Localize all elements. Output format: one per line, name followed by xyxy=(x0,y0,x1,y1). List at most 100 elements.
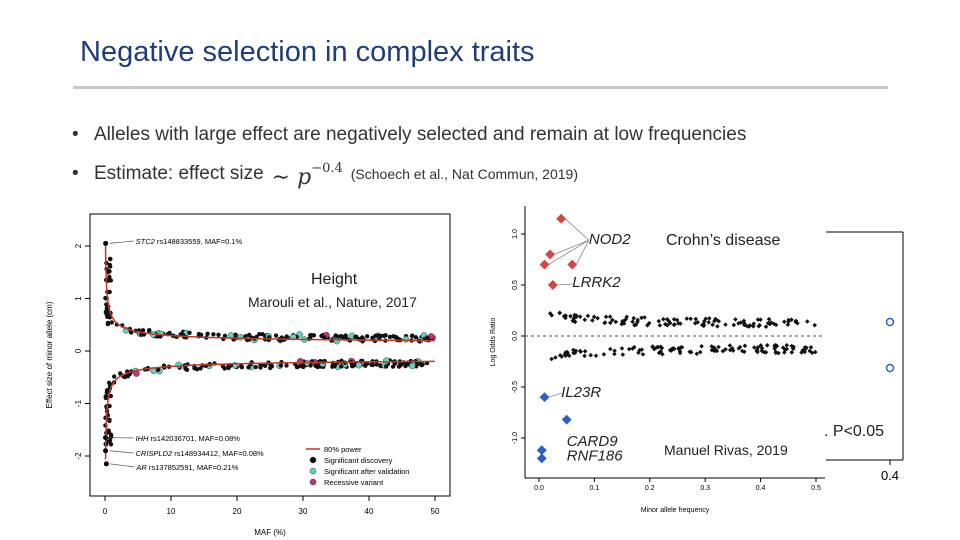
y-tick-label: 1 xyxy=(74,296,83,301)
discovery-point xyxy=(103,309,108,315)
discovery-point xyxy=(108,256,113,262)
discovery-point xyxy=(109,320,114,325)
title-divider xyxy=(73,86,888,89)
variant-point xyxy=(593,353,599,358)
discovery-point xyxy=(370,362,376,368)
annotation-gene: CRISPLD2 xyxy=(136,449,174,458)
variant-point xyxy=(755,349,760,355)
x-tick-label: 0.5 xyxy=(811,485,821,492)
crohn-x-label: Minor allele frequency xyxy=(641,507,710,514)
discovery-point xyxy=(384,364,389,369)
variant-point xyxy=(723,322,728,327)
discovery-point xyxy=(284,334,289,339)
discovery-point xyxy=(354,334,359,340)
discovery-point xyxy=(363,363,368,368)
discovery-point xyxy=(192,366,197,371)
annotation-arrow xyxy=(109,450,134,454)
recessive-point xyxy=(296,358,304,365)
discovery-point xyxy=(107,274,112,280)
variant-point xyxy=(755,317,761,322)
discovery-point xyxy=(239,365,245,370)
annotation-arrow xyxy=(110,463,135,468)
discovery-point xyxy=(155,367,161,372)
discovery-point xyxy=(211,332,216,337)
power-curve-top xyxy=(104,242,435,342)
discovery-point xyxy=(263,363,268,368)
variant-point xyxy=(716,344,721,350)
variant-point xyxy=(632,322,637,328)
discovery-point xyxy=(246,365,251,370)
discovery-point xyxy=(183,366,188,371)
annotation-detail: rs148934412, MAF=0.08% xyxy=(172,449,264,458)
discovery-point xyxy=(108,393,114,399)
partial-point xyxy=(885,317,895,327)
annotation-gene: STC2 xyxy=(136,237,156,246)
variant-point xyxy=(799,350,804,355)
annotation-arrow xyxy=(109,240,134,244)
legend-label: Significant after validation xyxy=(324,467,409,476)
legend-label: 80% power xyxy=(324,445,362,454)
discovery-point xyxy=(105,320,111,326)
formula-main: ∼ p xyxy=(271,165,312,190)
variant-point xyxy=(626,346,632,352)
label-arrow xyxy=(564,218,590,241)
annotation-detail: rs137852591, MAF=0.21% xyxy=(147,463,239,472)
x-tick-label: 0.2 xyxy=(645,485,655,492)
variant-point xyxy=(630,346,635,351)
crohn-citation: Manuel Rivas, 2019 xyxy=(664,442,788,458)
formula: ∼ p−0.4 xyxy=(272,152,343,195)
annotation-gene: IHH xyxy=(136,434,150,443)
legend-label: Recessive variant xyxy=(324,478,384,487)
discovery-point xyxy=(112,374,117,379)
variant-point xyxy=(789,343,794,349)
annotation-label: STC2 rs148833559, MAF=0.1% xyxy=(136,237,243,246)
formula-exponent: −0.4 xyxy=(311,161,343,176)
height-y-label: Effect size of minor allele (cm) xyxy=(45,301,54,408)
variant-point xyxy=(568,313,573,319)
bullet-dot-icon: • xyxy=(72,162,79,184)
legend-dot-icon xyxy=(309,478,317,486)
discovery-point xyxy=(390,364,396,369)
discovery-point xyxy=(387,334,393,340)
discovery-point xyxy=(294,364,300,370)
discovery-point xyxy=(106,428,111,433)
variant-point xyxy=(766,316,772,322)
gene-label: RNF186 xyxy=(567,447,624,464)
discovery-point xyxy=(365,334,370,339)
bullet-2: • Estimate: effect size ∼ p−0.4 (Schoech… xyxy=(72,152,746,195)
variant-point xyxy=(812,322,817,328)
variant-point xyxy=(767,321,773,327)
variant-point xyxy=(737,344,743,350)
discovery-point xyxy=(391,334,396,339)
height-label: Height xyxy=(311,271,358,288)
x-tick-label: 10 xyxy=(167,507,176,516)
variant-point xyxy=(795,320,800,326)
y-tick-label: 0 xyxy=(74,348,83,353)
discovery-point xyxy=(374,362,379,367)
x-tick-label: 0.0 xyxy=(534,485,544,492)
x-tick-label: 30 xyxy=(299,507,308,516)
discovery-point xyxy=(273,333,279,338)
discovery-point xyxy=(247,332,252,338)
x-tick-label: 0.4 xyxy=(756,485,766,492)
variant-point xyxy=(746,324,752,329)
discovery-point xyxy=(308,363,313,368)
discovery-point xyxy=(378,363,383,368)
x-tick-label: 50 xyxy=(431,507,440,516)
height-chart: -2 -1 0 1 2 0 10 20 30 40 50 STC2 rs148833559, MA… xyxy=(45,213,451,537)
label-arrow xyxy=(553,239,590,255)
discovery-point xyxy=(360,335,365,340)
label-arrow xyxy=(575,240,590,265)
bullet-1-text: Alleles with large effect are negatively… xyxy=(94,124,747,145)
x-tick-label: 20 xyxy=(233,507,242,516)
discovery-point xyxy=(398,362,404,367)
validation-point xyxy=(355,361,363,369)
discovery-point xyxy=(253,364,258,370)
y-tick-label: 0.5 xyxy=(512,280,519,290)
crohn-chart: -1.0 -0.5 0.0 0.5 1.0 0.0 0.1 0.2 0.3 0.4 0.5 NOD… xyxy=(490,206,825,514)
annotation-gene: AR xyxy=(135,463,147,472)
discovery-point xyxy=(300,364,305,369)
variant-point xyxy=(639,315,644,321)
legend-dot-icon xyxy=(309,456,317,464)
discovery-point xyxy=(415,361,420,366)
